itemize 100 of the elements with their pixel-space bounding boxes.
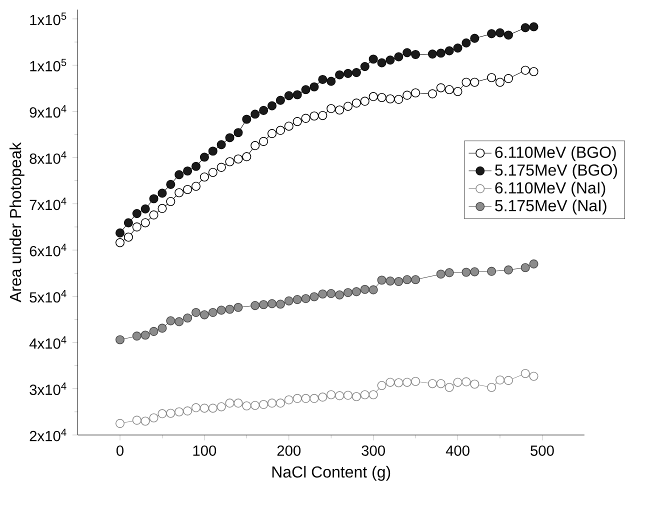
point xyxy=(191,308,201,318)
point xyxy=(259,136,268,146)
point xyxy=(368,92,378,102)
point xyxy=(394,378,404,388)
point xyxy=(267,299,277,308)
point xyxy=(216,402,226,412)
point xyxy=(174,317,184,326)
point xyxy=(520,263,530,272)
point xyxy=(301,85,310,94)
point xyxy=(284,395,294,404)
point xyxy=(267,101,277,110)
point xyxy=(276,398,285,408)
point xyxy=(411,88,420,98)
point xyxy=(208,308,218,318)
point xyxy=(386,276,395,286)
point xyxy=(284,122,294,131)
point xyxy=(166,408,176,418)
point xyxy=(411,50,420,60)
point xyxy=(470,267,480,276)
point xyxy=(225,157,234,166)
point xyxy=(292,90,302,100)
y-tick-label: 8x10$^{4}$ xyxy=(30,151,66,164)
point xyxy=(284,91,294,100)
point xyxy=(335,391,344,400)
legend-label: 5.175MeV (BGO) xyxy=(495,164,618,179)
point xyxy=(360,390,370,400)
point xyxy=(318,392,328,402)
y-tick-label: 5x10$^{4}$ xyxy=(30,290,66,303)
point xyxy=(402,90,412,100)
point xyxy=(216,306,226,315)
point xyxy=(453,44,462,53)
x-tick-label: 200 xyxy=(277,445,301,456)
point xyxy=(470,380,480,389)
point xyxy=(436,48,446,58)
point xyxy=(529,259,538,268)
x-tick-label: 500 xyxy=(530,445,554,456)
y-axis-title: Area under Photopeak xyxy=(9,142,24,302)
point xyxy=(149,326,158,336)
point xyxy=(428,379,437,388)
point xyxy=(335,105,344,115)
point xyxy=(234,302,243,312)
point xyxy=(504,376,513,385)
point xyxy=(158,324,167,333)
point xyxy=(166,196,176,206)
point xyxy=(360,284,370,294)
point xyxy=(259,400,268,410)
point xyxy=(140,416,150,426)
point xyxy=(343,68,353,78)
point xyxy=(504,265,513,274)
point xyxy=(301,294,310,304)
point xyxy=(310,111,319,121)
point xyxy=(318,111,328,120)
point xyxy=(132,222,142,232)
point xyxy=(529,372,538,381)
point xyxy=(158,409,167,418)
point xyxy=(250,400,260,410)
point xyxy=(225,304,234,314)
point xyxy=(140,204,150,214)
point xyxy=(520,368,530,378)
point xyxy=(132,332,142,341)
point xyxy=(470,34,480,43)
point xyxy=(520,23,530,32)
point xyxy=(495,78,505,87)
y-tick-label: 4x10$^{4}$ xyxy=(29,336,66,349)
legend-label: 6.110MeV (NaI) xyxy=(495,182,606,197)
point xyxy=(158,188,167,198)
point xyxy=(343,288,353,298)
point xyxy=(200,310,209,320)
point xyxy=(301,394,310,403)
point xyxy=(292,394,302,403)
point xyxy=(487,266,496,276)
point xyxy=(318,74,328,84)
point xyxy=(326,76,336,86)
point xyxy=(208,404,218,413)
point xyxy=(292,117,302,126)
point xyxy=(216,140,226,150)
x-tick-label: 300 xyxy=(362,445,385,456)
point xyxy=(166,180,176,189)
point xyxy=(352,287,361,296)
y-tick-label: 9x10$^{4}$ xyxy=(30,105,66,118)
y-tick-label: 2x10$^{4}$ xyxy=(30,428,66,442)
point xyxy=(462,268,471,277)
point xyxy=(242,152,252,162)
point xyxy=(495,375,505,385)
point xyxy=(149,413,158,422)
point xyxy=(191,182,201,191)
point xyxy=(124,232,133,242)
point xyxy=(444,46,454,56)
point xyxy=(276,300,285,309)
point xyxy=(301,114,310,123)
point xyxy=(191,162,201,171)
point xyxy=(352,68,361,78)
point xyxy=(183,166,192,176)
point xyxy=(132,209,142,218)
point xyxy=(250,110,260,119)
point xyxy=(183,406,192,416)
point xyxy=(529,67,538,76)
x-tick-label: 0 xyxy=(116,445,124,456)
point xyxy=(402,48,412,58)
point xyxy=(208,146,218,156)
